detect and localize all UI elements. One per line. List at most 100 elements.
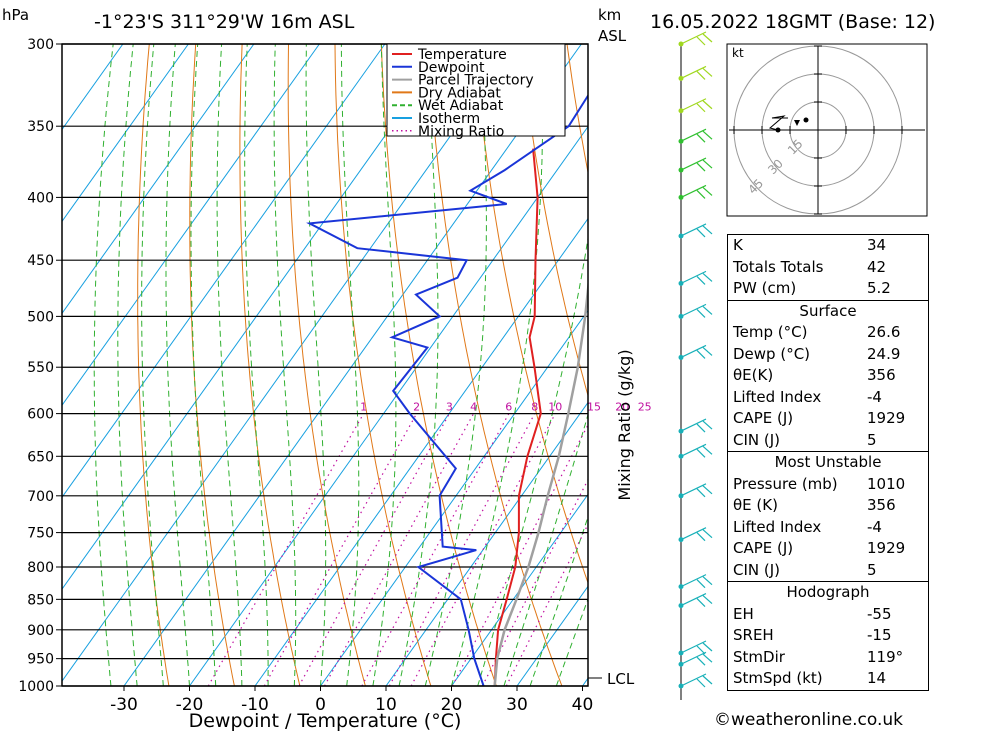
index-row: K 34	[728, 235, 928, 257]
wind-barb-dot	[678, 313, 684, 319]
wind-barb-dot	[678, 75, 684, 81]
index-value: 356	[867, 366, 896, 384]
temperature-tick-label: -10	[241, 695, 269, 715]
dry-adiabat-line	[985, 44, 1000, 686]
index-row: Dewp (°C) 24.9	[728, 344, 928, 366]
isotherm-line	[62, 44, 189, 223]
wet-adiabat-line	[372, 44, 397, 686]
mixing-ratio-line	[207, 413, 365, 686]
wind-barb-dot	[678, 453, 684, 459]
indices-table: K 34 Totals Totals 42 PW (cm) 5.2 Surface Tem…	[727, 234, 929, 691]
wind-barb	[680, 673, 707, 687]
pressure-tick-label: 650	[27, 449, 54, 465]
dry-adiabat-line	[239, 44, 301, 686]
mixing-ratio-line	[263, 413, 418, 686]
index-value: 356	[867, 496, 896, 514]
index-label: Totals Totals	[733, 257, 824, 276]
legend-entry: Parcel Trajectory	[418, 73, 534, 89]
legend-entry: Mixing Ratio	[418, 124, 504, 140]
index-value: 42	[867, 257, 887, 276]
mixing-ratio-line	[323, 413, 475, 686]
parcel-trajectory-line	[493, 277, 588, 686]
index-value: 5.2	[867, 279, 891, 297]
index-row: Lifted Index -4	[728, 387, 928, 409]
index-value: 1929	[867, 409, 906, 427]
wind-barb-dot	[678, 41, 684, 47]
km-unit-label: km	[598, 6, 621, 24]
wind-barb-dot	[678, 280, 684, 286]
temperature-line	[493, 148, 542, 686]
x-axis-label: Dewpoint / Temperature (°C)	[189, 710, 462, 732]
wet-adiabat-line	[216, 44, 243, 686]
wind-barb	[680, 651, 707, 665]
index-value: -4	[867, 387, 882, 406]
pressure-tick-label: 1000	[18, 679, 54, 695]
pressure-tick-label: 700	[27, 489, 54, 505]
dry-adiabat-line	[938, 44, 1000, 686]
isotherm-line	[62, 44, 517, 682]
index-row: CIN (J) 5	[728, 560, 928, 582]
wind-barb	[680, 157, 707, 171]
isotherm-line	[189, 125, 588, 686]
wet-adiabat-line	[555, 597, 588, 686]
plot-frame	[61, 43, 589, 687]
pressure-tick-label: 900	[27, 623, 54, 639]
wet-adiabat-line	[244, 44, 269, 686]
series-lines	[306, 93, 588, 686]
index-label: θE (K)	[733, 496, 778, 514]
isotherm-line	[385, 401, 588, 686]
mixing-ratio-label: 2	[413, 401, 420, 414]
mixing-ratio-label: 8	[531, 401, 538, 414]
pressure-tick-label: 350	[27, 119, 54, 135]
pressure-tick-label: 450	[27, 253, 54, 269]
index-row: θE (K) 356	[728, 495, 928, 517]
wind-barb-dot	[678, 493, 684, 499]
index-label: θE(K)	[733, 366, 774, 384]
temperature-axis-labels: -30 -20 -10 0 10 20 30 40	[110, 686, 593, 715]
asl-unit-label: ASL	[598, 27, 627, 45]
mixing-ratio-axis-label: Mixing Ratio (g/kg)	[615, 349, 634, 500]
index-label: Lifted Index	[733, 517, 822, 536]
index-row: Lifted Index -4	[728, 517, 928, 539]
surface-section-title: Surface	[728, 299, 928, 323]
isotherm-line	[123, 44, 582, 686]
wind-barb-profile	[678, 31, 713, 700]
index-value: 26.6	[867, 323, 901, 341]
index-value: -55	[867, 604, 892, 623]
index-row: SREH -15	[728, 625, 928, 647]
index-row: Totals Totals 42	[728, 257, 928, 279]
index-label: PW (cm)	[733, 279, 797, 297]
mixing-ratio-label: 20	[615, 401, 629, 414]
mixing-ratio-label: 10	[548, 401, 562, 414]
index-label: StmSpd (kt)	[733, 669, 823, 687]
index-label: Pressure (mb)	[733, 474, 838, 493]
index-value: -4	[867, 517, 882, 536]
pressure-tick-label: 400	[27, 190, 54, 206]
wind-barb-dot	[678, 138, 684, 144]
wind-barb-dot	[678, 661, 684, 667]
wind-barb	[680, 31, 707, 45]
dry-adiabat-line	[473, 44, 588, 585]
lcl-label: LCL	[607, 670, 635, 688]
index-row: PW (cm) 5.2	[728, 278, 928, 300]
dry-adiabat-line	[287, 44, 366, 686]
most-unstable-section-title: Most Unstable	[728, 451, 928, 474]
hodograph-point	[803, 117, 809, 123]
wind-barb-dot	[678, 194, 684, 200]
index-label: CAPE (J)	[733, 409, 794, 427]
wet-adiabat-line	[273, 44, 297, 686]
wind-barb-dot	[678, 537, 684, 543]
wind-barb-dot	[678, 108, 684, 114]
dewpoint-line	[306, 93, 588, 686]
wet-adiabat-line	[93, 44, 114, 686]
index-value: 119°	[867, 647, 904, 666]
wet-adiabat-line	[141, 44, 164, 686]
isotherm-line	[62, 44, 451, 591]
location-title: -1°23'S 311°29'W 16m ASL	[94, 11, 355, 33]
index-label: K	[733, 236, 743, 254]
hodograph-unit: kt	[732, 46, 744, 60]
index-value: 14	[867, 669, 887, 687]
index-value: 1929	[867, 539, 906, 557]
hodograph-trace	[768, 115, 788, 131]
wind-barb	[680, 223, 707, 237]
